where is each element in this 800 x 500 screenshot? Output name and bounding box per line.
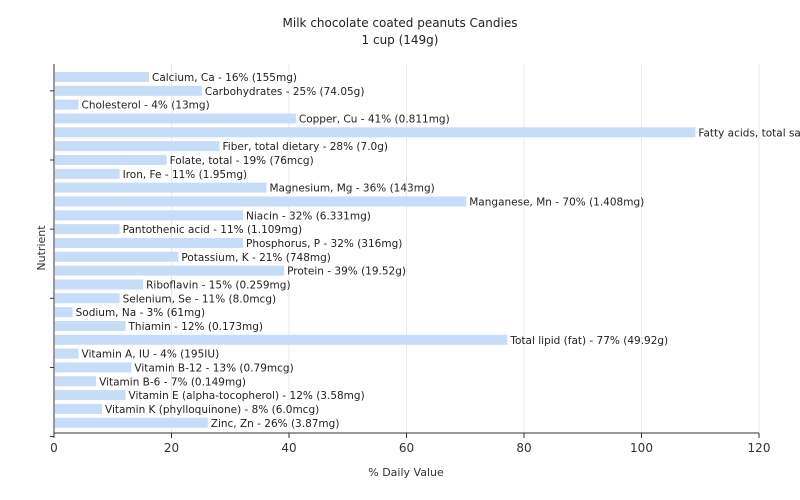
- bar-label: Thiamin - 12% (0.173mg): [128, 321, 264, 333]
- bar: [55, 237, 243, 248]
- bar-label: Iron, Fe - 11% (1.95mg): [123, 169, 247, 181]
- x-tick-label: 120: [748, 441, 771, 455]
- grid-lines: [171, 64, 760, 433]
- bar-label: Selenium, Se - 11% (8.0mcg): [123, 293, 276, 305]
- bar-label: Potassium, K - 21% (748mg): [181, 252, 331, 264]
- bar-label: Phosphorus, P - 32% (316mg): [246, 238, 402, 250]
- bar: [55, 196, 467, 207]
- bar-label: Vitamin B-12 - 13% (0.79mcg): [134, 362, 293, 374]
- x-ticks-group: 0 20 40 60 80 100 120: [50, 433, 770, 455]
- x-tick-label: 60: [399, 441, 414, 455]
- bar-label: Vitamin E (alpha-tocopherol) - 12% (3.58…: [129, 390, 365, 402]
- bar: [55, 72, 149, 82]
- bar-label: Fiber, total dietary - 28% (7.0g): [223, 141, 388, 153]
- bar: [55, 141, 220, 152]
- bar-label: Copper, Cu - 41% (0.811mg): [299, 113, 450, 125]
- bar: [55, 265, 285, 276]
- bar: [55, 154, 167, 165]
- bar-label: Riboflavin - 15% (0.259mg): [146, 279, 290, 291]
- x-axis-label: % Daily Value: [368, 466, 444, 479]
- x-tick-label: 20: [164, 441, 179, 455]
- bar: [55, 334, 508, 345]
- bars-group: Calcium, Ca - 16% (155mg) Carbohydrates -…: [55, 72, 800, 430]
- bar: [55, 390, 126, 401]
- bar-label: Calcium, Ca - 16% (155mg): [152, 72, 297, 84]
- bar-label: Niacin - 32% (6.331mg): [246, 210, 371, 222]
- bar-label: Vitamin K (phylloquinone) - 8% (6.0mcg): [105, 404, 319, 416]
- bar: [55, 348, 79, 359]
- bar-label: Sodium, Na - 3% (61mg): [76, 307, 205, 319]
- bar: [55, 99, 79, 110]
- bar-label: Vitamin B-6 - 7% (0.149mg): [99, 376, 246, 388]
- bar: [55, 403, 102, 414]
- bar-label: Folate, total - 19% (76mcg): [170, 155, 314, 167]
- bar-label: Zinc, Zn - 26% (3.87mg): [211, 418, 340, 430]
- bar: [55, 182, 267, 193]
- bar-label: Total lipid (fat) - 77% (49.92g): [509, 335, 668, 347]
- bar: [55, 279, 144, 290]
- bar-label: Fatty acids, total saturated - 109% (21.…: [698, 127, 800, 139]
- bar: [55, 168, 120, 179]
- bar-label: Pantothenic acid - 11% (1.109mg): [123, 224, 302, 236]
- bar: [55, 362, 132, 373]
- x-tick-label: 100: [630, 441, 653, 455]
- bar: [55, 85, 202, 96]
- bar: [55, 127, 696, 138]
- bar: [55, 224, 120, 235]
- bar: [55, 376, 97, 387]
- chart-title: Milk chocolate coated peanuts Candies: [283, 16, 518, 30]
- bar-label: Magnesium, Mg - 36% (143mg): [270, 183, 435, 195]
- bar-label: Protein - 39% (19.52g): [287, 266, 406, 278]
- bar: [55, 417, 208, 428]
- bar: [55, 320, 126, 331]
- bar-label: Manganese, Mn - 70% (1.408mg): [469, 196, 644, 208]
- bar: [55, 113, 296, 124]
- bar: [55, 293, 120, 304]
- x-tick-label: 40: [281, 441, 296, 455]
- bar-label: Carbohydrates - 25% (74.05g): [205, 86, 365, 98]
- chart-subtitle: 1 cup (149g): [362, 33, 439, 47]
- x-tick-label: 0: [50, 441, 58, 455]
- bar: [55, 210, 243, 221]
- bar-label: Vitamin A, IU - 4% (195IU): [82, 349, 220, 361]
- y-axis-label: Nutrient: [35, 225, 48, 271]
- x-tick-label: 80: [516, 441, 531, 455]
- bar-label: Cholesterol - 4% (13mg): [82, 100, 210, 112]
- bar: [55, 307, 73, 318]
- bar: [55, 251, 179, 262]
